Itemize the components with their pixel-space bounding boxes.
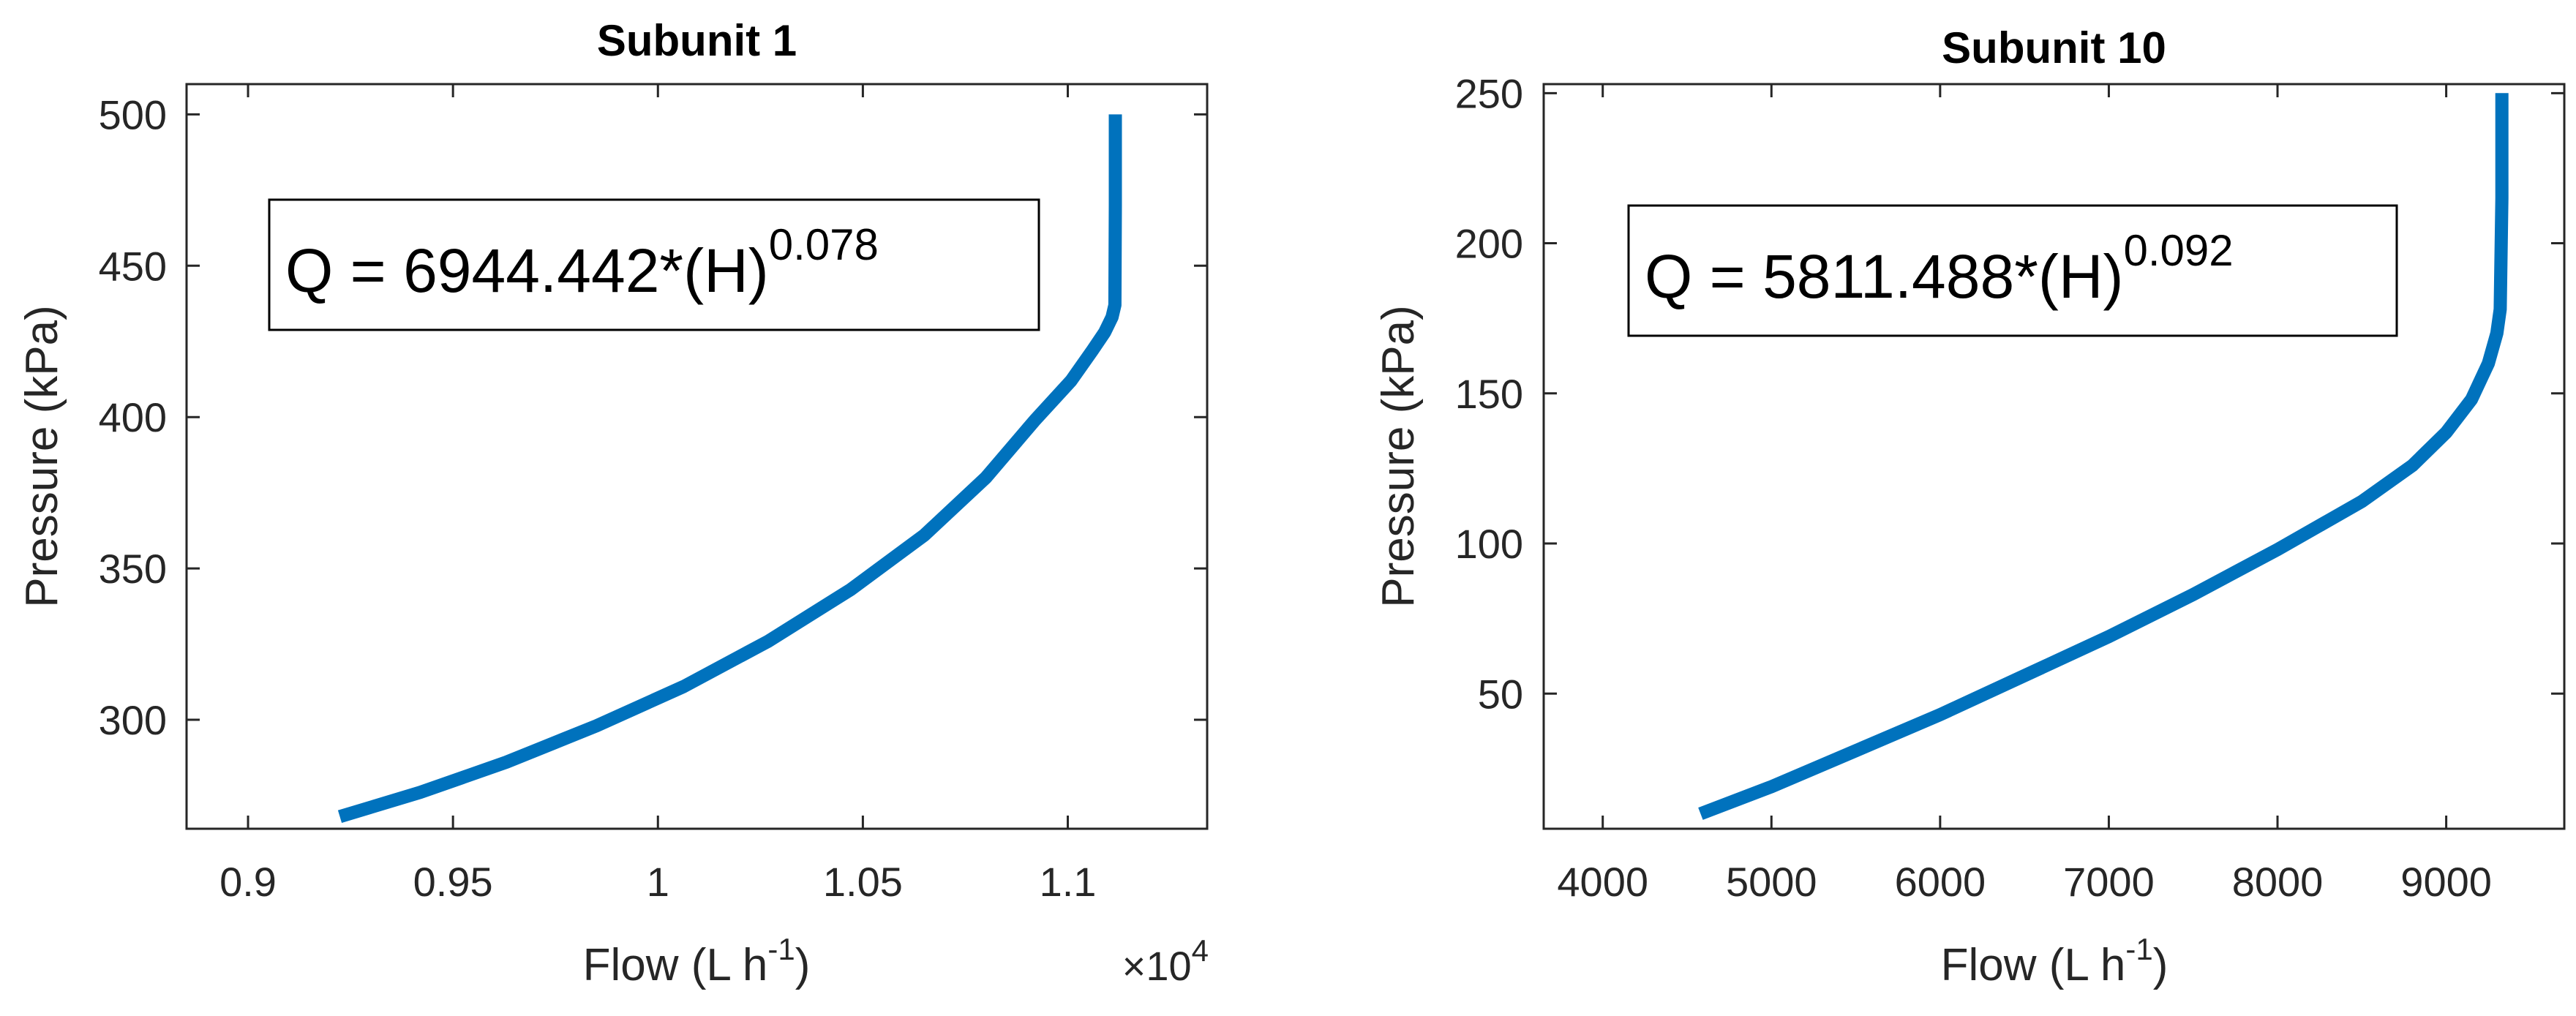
equation-label: Q = 6944.442*(H)0.078: [285, 220, 879, 305]
equation-text: Q = 6944.442*(H): [285, 236, 769, 305]
x-axis-label-main: Flow (L h: [583, 940, 768, 990]
x-axis-label: Flow (L h-1): [1941, 932, 2168, 990]
series-line-1: [337, 114, 1122, 824]
x-axis-label: Flow (L h-1): [583, 932, 811, 990]
y-tick-label: 300: [99, 697, 167, 743]
x-multiplier-exp: 4: [1192, 933, 1209, 968]
equation-text: Q = 5811.488*(H): [1645, 242, 2124, 311]
y-tick-label: 100: [1455, 521, 1523, 567]
y-tick-label: 200: [1455, 221, 1523, 267]
x-tick-label: 0.95: [413, 859, 493, 905]
x-tick-label: 8000: [2232, 859, 2324, 905]
x-axis-label-exp: -1: [767, 932, 795, 966]
x-tick-label: 6000: [1895, 859, 1986, 905]
chart-2: 4000 5000 6000 7000 8000 9000 50 100 150 200 250 Su…: [1373, 23, 2566, 990]
y-tick-label: 350: [99, 546, 167, 592]
y-tick-label: 150: [1455, 371, 1523, 417]
x-tick-label: 4000: [1557, 859, 1648, 905]
y-tick-label: 400: [99, 394, 167, 440]
x-axis-label-main: Flow (L h: [1941, 940, 2126, 990]
x-axis-label-close: ): [795, 940, 811, 990]
x-tick-label: 1.05: [823, 859, 903, 905]
equation-exponent: 0.092: [2124, 226, 2234, 275]
x-tick-label: 9000: [2400, 859, 2492, 905]
y-tick-label: 500: [99, 91, 167, 138]
equation-box: [268, 198, 1040, 331]
chart-title: Subunit 1: [597, 16, 797, 65]
y-axis-label: Pressure (kPa): [17, 305, 67, 607]
equation-label: Q = 5811.488*(H)0.092: [1645, 226, 2234, 311]
x-tick-label: 7000: [2063, 859, 2155, 905]
chart-title: Subunit 10: [1942, 23, 2166, 72]
x-tick-label: 5000: [1726, 859, 1817, 905]
x-multiplier-base: ×10: [1122, 943, 1192, 989]
y-tick-label: 250: [1455, 70, 1523, 116]
x-multiplier: ×104: [1122, 933, 1209, 989]
x-tick-label: 1: [647, 859, 669, 905]
y-tick-label: 450: [99, 243, 167, 289]
x-axis-label-close: ): [2153, 940, 2168, 990]
x-tick-label: 0.9: [219, 859, 277, 905]
chart-1: 0.9 0.95 1 1.05 1.1 300 350 400 450 500 Subunit 1 F…: [17, 16, 1209, 990]
y-axis-label: Pressure (kPa): [1373, 305, 1424, 607]
y-tick-label: 50: [1478, 671, 1523, 717]
plot-area: [185, 83, 1209, 830]
equation-exponent: 0.078: [769, 220, 879, 269]
x-tick-label: 1.1: [1040, 859, 1097, 905]
x-axis-label-exp: -1: [2125, 932, 2152, 966]
equation-box: [1627, 204, 2398, 337]
plot-area: [1542, 83, 2566, 830]
series-line-1: [1698, 93, 2509, 820]
